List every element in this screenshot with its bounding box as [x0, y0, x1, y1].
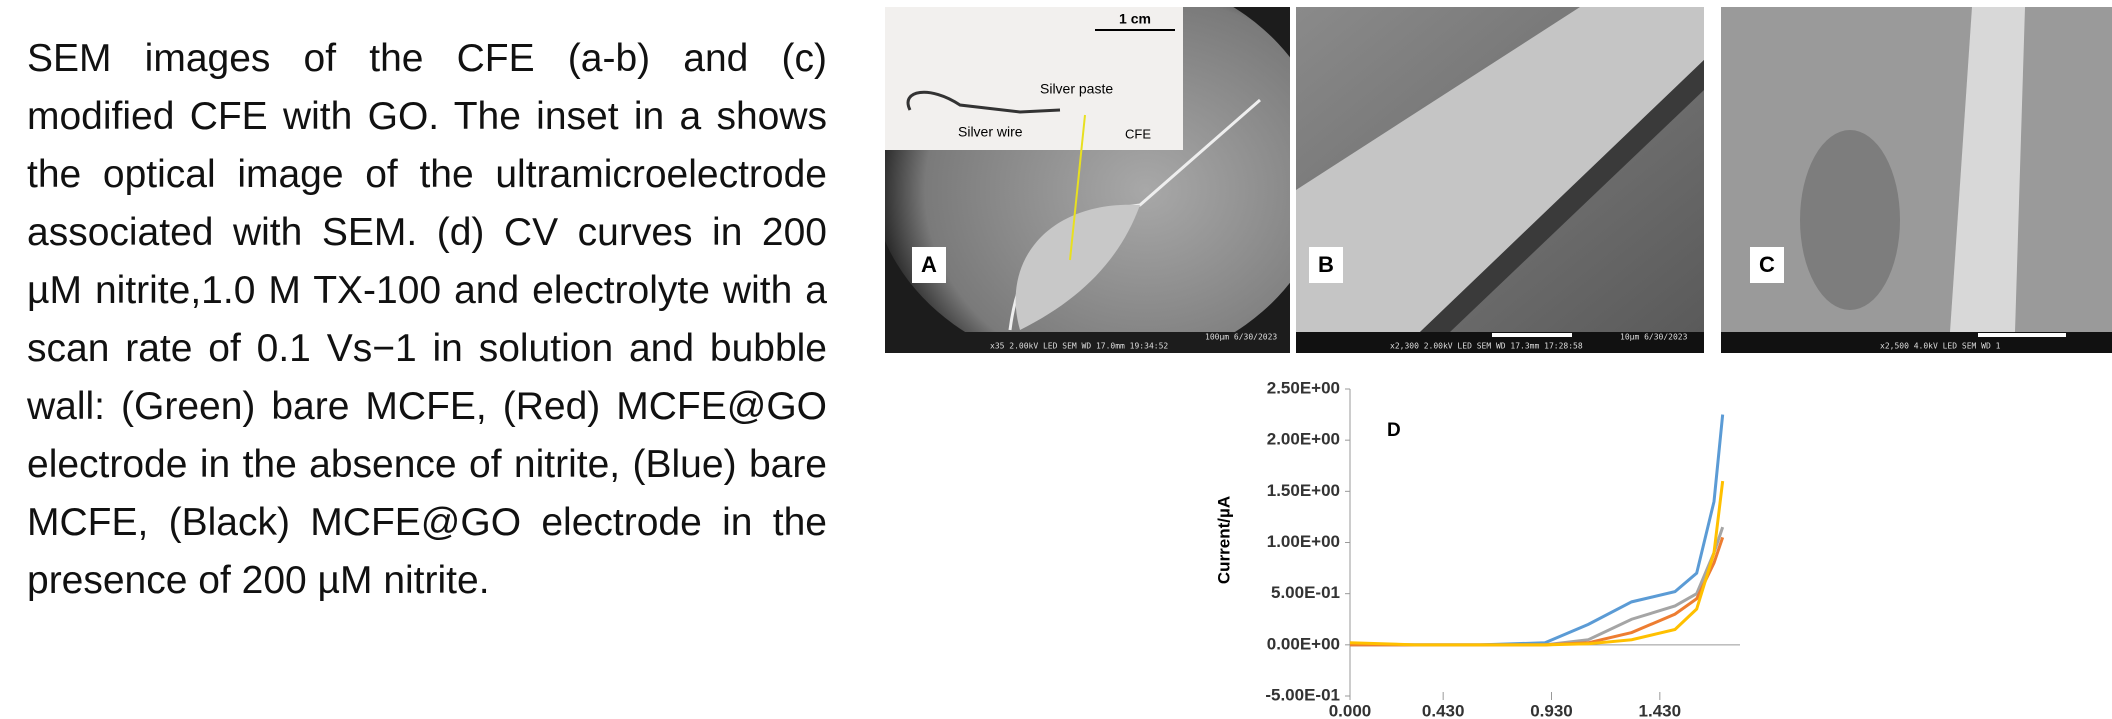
sem-shadow — [1800, 130, 1900, 310]
sem-info: x2,300 2.00kV LED SEM WD 17.3mm 17:28:58 — [1390, 342, 1583, 351]
fiber — [1296, 7, 1704, 332]
sem-info: x2,500 4.0kV LED SEM WD 1 — [1880, 342, 2001, 351]
scale-bar — [1492, 333, 1572, 337]
y-tick-label: 5.00E-01 — [1271, 583, 1340, 602]
x-tick-label: 0.930 — [1530, 701, 1573, 719]
x-tick-label: 0.430 — [1422, 701, 1465, 719]
sem-info: x35 2.00kV LED SEM WD 17.0mm 19:34:52 — [990, 342, 1168, 351]
x-tick-label: 0.000 — [1329, 701, 1372, 719]
electrode-body — [1015, 204, 1140, 330]
y-tick-label: -5.00E-01 — [1265, 685, 1340, 704]
label-box — [912, 247, 946, 283]
y-tick-label: 2.50E+00 — [1267, 378, 1340, 397]
fiber-shadow — [1420, 60, 1704, 332]
y-tick-label: 1.50E+00 — [1267, 481, 1340, 500]
inset-label: CFE — [1125, 126, 1151, 141]
scale-info: 100µm 6/30/2023 — [1205, 333, 1277, 342]
label-box — [1309, 247, 1343, 283]
inset-label: Silver paste — [1040, 81, 1113, 97]
panel-label: A — [921, 252, 937, 277]
y-tick-label: 0.00E+00 — [1267, 634, 1340, 653]
sem-field — [1721, 7, 2112, 332]
inset-label: Silver wire — [958, 124, 1023, 140]
scale-info: 10µm 6/30/2023 — [1620, 333, 1688, 342]
chart-label: D — [1387, 420, 1401, 441]
scale-text: 1 cm — [1119, 11, 1151, 27]
inset-wire — [906, 90, 1061, 114]
y-axis-label: Current/µA — [1214, 496, 1233, 584]
panel-label: C — [1759, 252, 1775, 277]
scale-bar — [1978, 333, 2066, 337]
x-tick-label: 1.430 — [1639, 701, 1682, 719]
caption: SEM images of the CFE (a-b) and (c) modi… — [27, 37, 827, 602]
y-tick-label: 1.00E+00 — [1267, 532, 1340, 551]
series-line — [1350, 526, 1725, 647]
panel-label: B — [1318, 252, 1334, 277]
series-line — [1349, 480, 1725, 647]
label-box — [1750, 247, 1784, 283]
fiber — [1950, 7, 2025, 332]
y-tick-label: 2.00E+00 — [1267, 430, 1340, 449]
arrow — [1069, 114, 1086, 261]
series-line — [1350, 536, 1725, 647]
series-line — [1350, 414, 1725, 647]
